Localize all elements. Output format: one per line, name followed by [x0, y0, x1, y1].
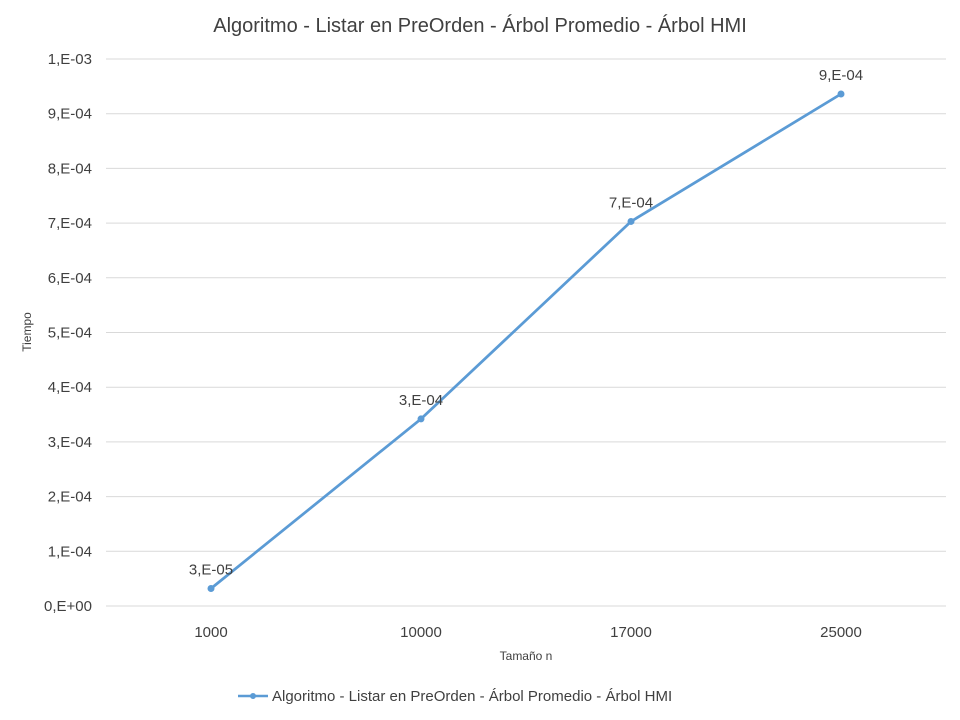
data-point	[837, 90, 845, 98]
x-axis-label: Tamaño n	[500, 649, 553, 663]
y-tick-label: 7,E-04	[48, 215, 92, 232]
gridlines	[106, 58, 946, 607]
y-tick-label: 1,E-03	[48, 51, 92, 68]
series-group: 3,E-05 3,E-04 7,E-04 9,E-04	[189, 67, 863, 592]
y-tick-label: 3,E-04	[48, 434, 92, 451]
series-line	[210, 92, 842, 590]
x-tick-label: 10000	[400, 624, 442, 641]
data-point	[207, 584, 215, 592]
y-tick-label: 5,E-04	[48, 325, 92, 342]
x-tick-label: 1000	[194, 624, 227, 641]
y-tick-label: 2,E-04	[48, 489, 92, 506]
data-label: 3,E-04	[399, 392, 443, 409]
y-axis-ticks: 0,E+00 1,E-04 2,E-04 3,E-04 4,E-04 5,E-04 6,E-…	[44, 51, 92, 615]
data-label: 7,E-04	[609, 194, 653, 211]
y-tick-label: 0,E+00	[44, 598, 92, 615]
data-point	[417, 415, 425, 423]
x-tick-label: 25000	[820, 624, 862, 641]
legend: Algoritmo - Listar en PreOrden - Árbol P…	[238, 688, 672, 705]
legend-label: Algoritmo - Listar en PreOrden - Árbol P…	[272, 688, 672, 705]
y-tick-label: 6,E-04	[48, 270, 92, 287]
data-label: 9,E-04	[819, 67, 863, 84]
y-axis-label: Tiempo	[20, 312, 34, 352]
y-tick-label: 8,E-04	[48, 160, 92, 177]
data-label: 3,E-05	[189, 561, 233, 578]
data-point	[627, 217, 635, 225]
x-axis-ticks: 1000 10000 17000 25000	[194, 624, 862, 641]
legend-point-marker	[250, 693, 256, 699]
y-tick-label: 4,E-04	[48, 379, 92, 396]
chart-title: Algoritmo - Listar en PreOrden - Árbol P…	[213, 14, 747, 37]
y-tick-label: 9,E-04	[48, 106, 92, 123]
x-tick-label: 17000	[610, 624, 652, 641]
y-tick-label: 1,E-04	[48, 543, 92, 560]
